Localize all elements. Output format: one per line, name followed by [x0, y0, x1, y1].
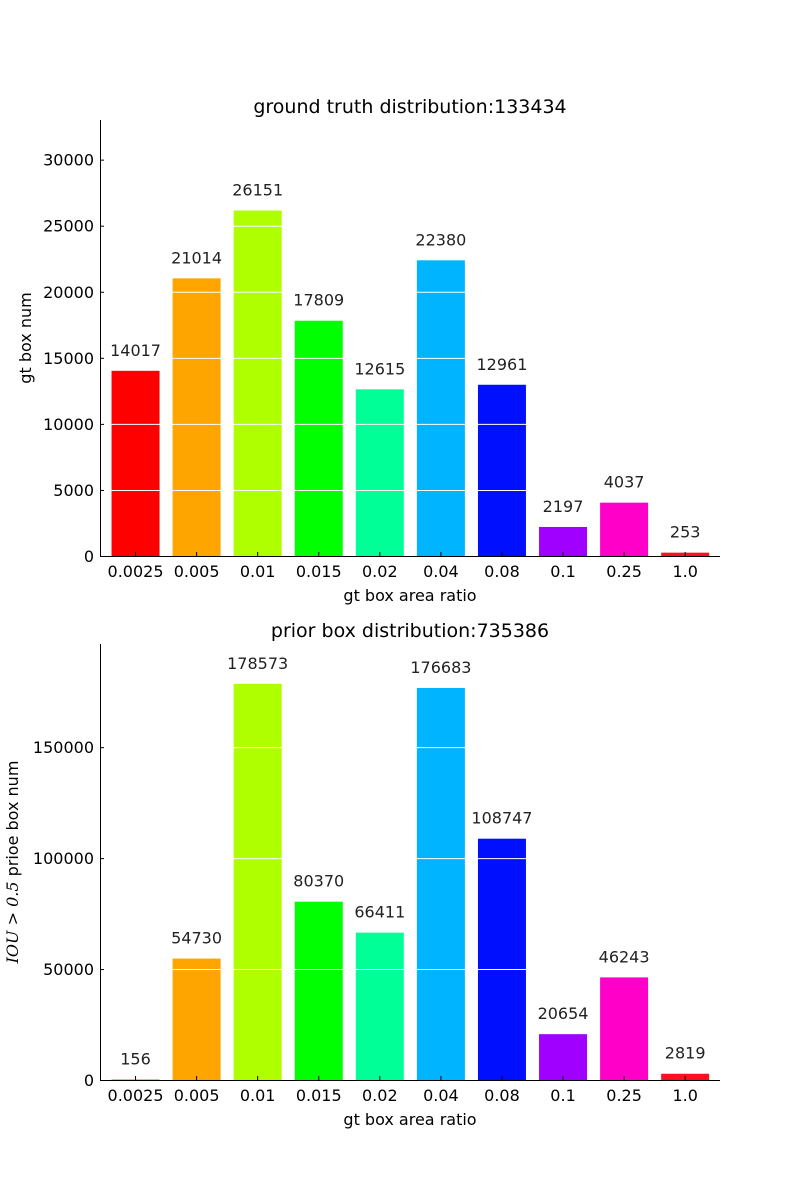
- bar-0.04: [416, 687, 465, 1080]
- x-tick-label: 0.02: [362, 562, 398, 581]
- x-tick-label: 0.1: [550, 562, 575, 581]
- x-tick-label: 0.04: [423, 562, 459, 581]
- x-tick-label: 0.0025: [108, 562, 164, 581]
- bar-0.08: [477, 838, 526, 1080]
- bar-0.0025: [111, 370, 160, 556]
- value-label: 66411: [354, 903, 405, 922]
- x-tick-label: 0.015: [296, 562, 342, 581]
- x-tick-label: 0.005: [174, 1086, 220, 1105]
- x-tick-label: 0.08: [484, 1086, 520, 1105]
- value-label: 4037: [604, 473, 645, 492]
- x-tick-label: 0.02: [362, 1086, 398, 1105]
- value-label: 176683: [410, 658, 471, 677]
- y-tick-label: 25000: [43, 217, 94, 236]
- x-tick-label: 1.0: [672, 562, 697, 581]
- value-label: 12961: [477, 355, 528, 374]
- value-label: 17809: [293, 291, 344, 310]
- bars: [111, 210, 710, 557]
- y-tick-label: 20000: [43, 283, 94, 302]
- x-tick-label: 0.01: [240, 562, 276, 581]
- y-tick-label: 0: [84, 1071, 94, 1090]
- x-tick-label: 0.01: [240, 1086, 276, 1105]
- bar-0.005: [172, 958, 221, 1080]
- y-axis-label: gt box num: [16, 292, 35, 383]
- bars: [111, 683, 710, 1080]
- value-label: 178573: [227, 654, 288, 673]
- x-tick-label: 0.08: [484, 562, 520, 581]
- x-tick-label: 0.015: [296, 1086, 342, 1105]
- bar-0.02: [355, 389, 404, 556]
- value-label: 2819: [665, 1044, 706, 1063]
- x-tick-label: 0.25: [606, 1086, 642, 1105]
- bar-0.01: [233, 683, 282, 1080]
- x-tick-label: 0.005: [174, 562, 220, 581]
- x-tick-label: 0.1: [550, 1086, 575, 1105]
- value-label: 46243: [599, 947, 650, 966]
- value-labels: 14017 21014 26151 17809 12615 22380 12961 2197 4…: [110, 180, 700, 541]
- y-tick-label: 10000: [43, 415, 94, 434]
- bar-0.25: [600, 977, 649, 1080]
- y-axis-label: IOU > 0.5 prioe box num: [3, 761, 22, 965]
- y-tick-label: 150000: [33, 738, 94, 757]
- value-labels: 156 54730 178573 80370 66411 176683 108747 2065…: [120, 654, 705, 1069]
- bar-0.015: [294, 320, 343, 556]
- bar-0.01: [233, 210, 282, 557]
- value-label: 21014: [171, 248, 222, 267]
- value-label: 12615: [354, 359, 405, 378]
- prior-box-chart: prior box distribution:735386 156 54730 17…: [3, 620, 720, 1129]
- value-label: 14017: [110, 341, 161, 360]
- x-axis-label: gt box area ratio: [343, 586, 476, 605]
- value-label: 22380: [415, 230, 466, 249]
- bar-0.015: [294, 901, 343, 1080]
- y-tick-label: 0: [84, 547, 94, 566]
- bar-0.005: [172, 278, 221, 556]
- chart-title: ground truth distribution:133434: [253, 96, 566, 118]
- x-tick-label: 0.25: [606, 562, 642, 581]
- value-label: 80370: [293, 872, 344, 891]
- grid-lines: [101, 747, 720, 971]
- x-axis-label: gt box area ratio: [343, 1110, 476, 1129]
- x-tick-label: 0.04: [423, 1086, 459, 1105]
- ground-truth-chart: ground truth distribution:133434 14017 21…: [16, 96, 720, 605]
- x-ticks: 0.0025 0.005 0.01 0.015 0.02 0.04 0.08 0.1 0.25 1…: [108, 552, 698, 581]
- x-tick-label: 1.0: [672, 1086, 697, 1105]
- chart-title: prior box distribution:735386: [271, 620, 549, 642]
- y-ticks: 0 50000 100000 150000: [33, 738, 104, 1090]
- y-tick-label: 50000: [43, 960, 94, 979]
- bar-0.1: [539, 1034, 588, 1080]
- y-tick-label: 100000: [33, 849, 94, 868]
- y-tick-label: 30000: [43, 151, 94, 170]
- x-ticks: 0.0025 0.005 0.01 0.015 0.02 0.04 0.08 0.1 0.25 1…: [108, 1076, 698, 1105]
- value-label: 156: [120, 1050, 151, 1069]
- bar-0.1: [539, 526, 588, 556]
- y-tick-label: 15000: [43, 349, 94, 368]
- x-tick-label: 0.0025: [108, 1086, 164, 1105]
- bar-0.04: [416, 260, 465, 556]
- grid-lines: [101, 159, 720, 491]
- y-tick-label: 5000: [53, 481, 94, 500]
- value-label: 26151: [232, 180, 283, 199]
- y-ticks: 0 5000 10000 15000 20000 25000 30000: [43, 151, 104, 566]
- value-label: 2197: [543, 497, 584, 516]
- bar-0.08: [477, 384, 526, 556]
- y-axis-label-math: IOU > 0.5: [3, 881, 22, 964]
- bar-0.25: [600, 502, 649, 556]
- value-label: 108747: [471, 809, 532, 828]
- y-axis-label-text: prioe box num: [3, 761, 22, 882]
- value-label: 20654: [538, 1004, 589, 1023]
- value-label: 54730: [171, 929, 222, 948]
- bar-0.02: [355, 932, 404, 1080]
- value-label: 253: [670, 523, 701, 542]
